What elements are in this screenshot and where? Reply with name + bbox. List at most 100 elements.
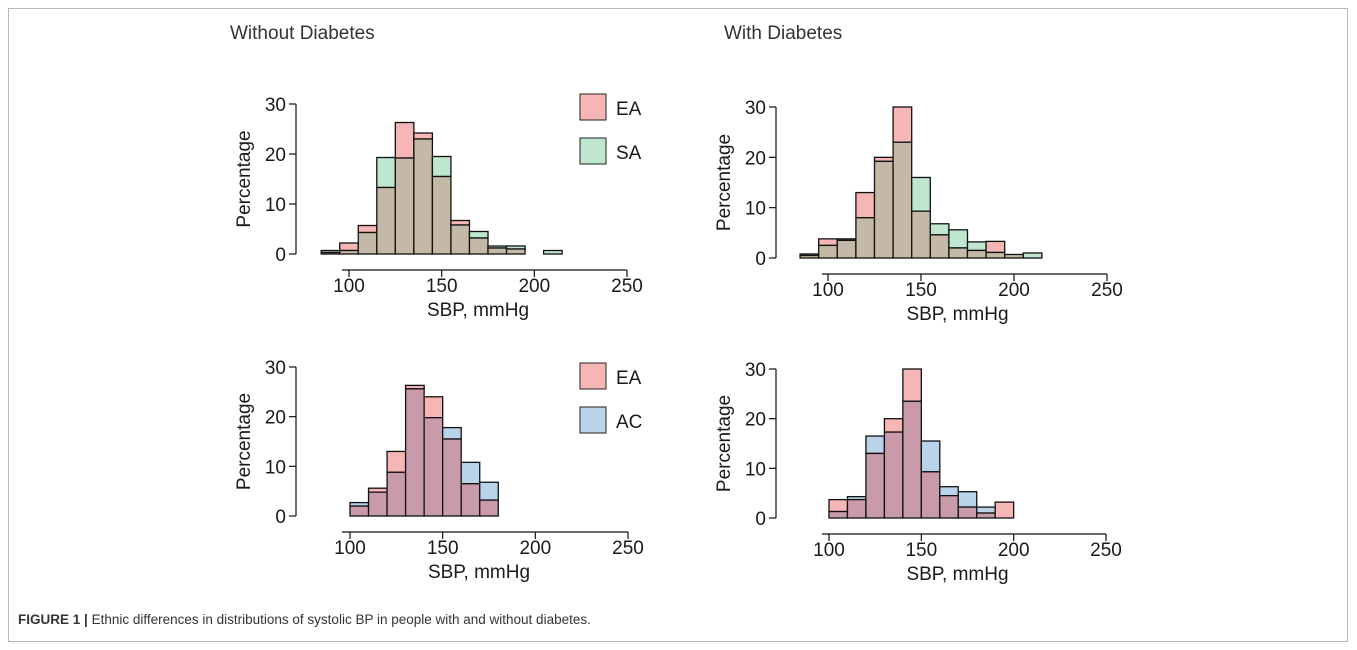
bar-overlap-125 <box>873 160 894 259</box>
legend-label-EA: EA <box>616 368 642 389</box>
bar-SA-145 <box>911 176 931 212</box>
bar-AC-160 <box>460 461 481 485</box>
y-tick-label: 0 <box>275 245 286 266</box>
bar-overlap-105 <box>836 239 857 259</box>
y-axis-label: Percentage <box>234 130 255 227</box>
figure-frame <box>8 8 1348 642</box>
y-tick-label: 20 <box>265 408 286 429</box>
legend-swatch-EA <box>579 93 607 121</box>
bar-EA-95 <box>818 238 838 247</box>
y-tick-label: 30 <box>265 95 286 116</box>
bar-EA-140 <box>423 396 444 419</box>
x-tick-label: 200 <box>519 538 551 559</box>
bar-overlap-135 <box>892 141 913 259</box>
x-tick-label: 100 <box>813 540 845 561</box>
bar-EA-120 <box>386 450 407 473</box>
x-tick-label: 150 <box>905 280 937 301</box>
bar-overlap-155 <box>929 234 950 259</box>
x-tick-label: 100 <box>333 276 365 297</box>
column-title-with-diabetes: With Diabetes <box>724 23 843 44</box>
bar-overlap-130 <box>883 431 904 519</box>
y-axis-label: Percentage <box>714 134 735 231</box>
bar-overlap-145 <box>911 210 931 259</box>
bar-overlap-155 <box>450 224 471 255</box>
bar-overlap-105 <box>357 231 378 255</box>
bar-overlap-110 <box>367 491 388 517</box>
bar-EA-100 <box>828 498 849 513</box>
bar-SA-115 <box>376 156 396 189</box>
bar-AC-170 <box>479 481 499 501</box>
bar-SA-165 <box>948 229 969 249</box>
bar-SA-155 <box>929 223 950 236</box>
bar-overlap-85 <box>320 251 341 255</box>
bar-AC-150 <box>442 426 462 440</box>
y-tick-label: 30 <box>745 360 766 381</box>
x-axis-label: SBP, mmHg <box>427 300 529 321</box>
figure-caption: FIGURE 1 | Ethnic differences in distrib… <box>18 612 591 627</box>
caption-label: FIGURE 1 | <box>18 612 88 627</box>
bar-EA-155 <box>450 219 471 226</box>
x-tick-label: 250 <box>1090 540 1122 561</box>
y-tick-label: 20 <box>745 410 766 431</box>
bar-overlap-185 <box>505 248 526 255</box>
x-tick-label: 250 <box>1091 280 1123 301</box>
bar-EA-115 <box>855 191 876 219</box>
bar-SA-175 <box>966 241 987 252</box>
bar-EA-105 <box>357 224 378 234</box>
bar-EA-190 <box>994 501 1015 519</box>
y-tick-label: 10 <box>265 195 286 216</box>
bar-EA-140 <box>902 368 922 402</box>
bar-EA-135 <box>413 132 434 140</box>
bar-overlap-170 <box>479 499 499 517</box>
bar-overlap-115 <box>376 186 396 255</box>
bar-overlap-165 <box>468 237 489 255</box>
bar-AC-120 <box>865 435 886 455</box>
x-axis-label: SBP, mmHg <box>428 562 530 583</box>
x-axis-label: SBP, mmHg <box>906 564 1008 585</box>
bar-SA-145 <box>431 155 452 178</box>
bar-overlap-110 <box>846 498 867 519</box>
bar-overlap-165 <box>948 247 969 259</box>
bar-overlap-135 <box>413 138 434 255</box>
bar-AC-170 <box>957 491 978 508</box>
x-tick-label: 200 <box>998 540 1030 561</box>
legend-swatch-EA <box>579 362 607 390</box>
legend-swatch-SA <box>579 137 607 165</box>
panel-top-right: 0 10 20 30 Percentage 100 150 200 250 SBP, mmHg <box>714 98 1123 325</box>
x-tick-label: 100 <box>812 280 844 301</box>
legend-label-SA: SA <box>616 143 642 164</box>
legend-swatch-AC <box>579 406 607 434</box>
bar-overlap-175 <box>966 249 987 259</box>
x-tick-label: 250 <box>612 538 644 559</box>
bar-overlap-195 <box>1004 253 1024 259</box>
y-tick-label: 30 <box>745 98 766 119</box>
x-tick-label: 250 <box>611 276 643 297</box>
panel-bottom-right: 0 10 20 30 Percentage 100 150 200 250 SBP, mmHg <box>714 360 1122 585</box>
x-tick-label: 200 <box>998 280 1030 301</box>
bar-EA-130 <box>883 418 904 433</box>
bar-overlap-175 <box>487 247 508 255</box>
x-tick-label: 150 <box>426 276 458 297</box>
x-axis-label: SBP, mmHg <box>906 304 1008 325</box>
bar-EA-95 <box>339 242 359 252</box>
y-tick-label: 0 <box>755 509 766 530</box>
bar-overlap-160 <box>939 494 959 519</box>
bar-SA-205 <box>542 249 563 255</box>
y-tick-label: 20 <box>745 148 766 169</box>
y-tick-label: 30 <box>265 358 286 379</box>
x-tick-label: 150 <box>427 538 459 559</box>
y-tick-label: 0 <box>275 507 286 528</box>
bar-EA-125 <box>394 121 415 159</box>
bar-EA-135 <box>892 106 913 143</box>
bar-AC-150 <box>920 440 941 473</box>
y-tick-label: 10 <box>745 199 766 220</box>
bar-overlap-160 <box>460 483 481 517</box>
legend-label-EA: EA <box>616 99 642 120</box>
bar-overlap-120 <box>386 471 407 517</box>
bar-overlap-150 <box>920 471 941 519</box>
bar-overlap-85 <box>799 254 820 259</box>
bar-overlap-185 <box>985 251 1006 259</box>
y-axis-label: Percentage <box>234 393 255 490</box>
bar-SA-165 <box>468 230 489 239</box>
